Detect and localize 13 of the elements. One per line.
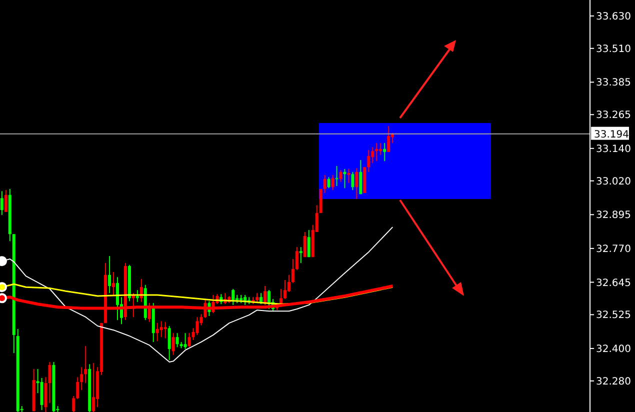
y-tick-label: 32.525 — [596, 310, 631, 322]
ref-line-label: 33.194 — [594, 129, 629, 140]
y-tick-label: 33.020 — [596, 176, 631, 188]
y-tick-label: 32.895 — [596, 210, 631, 222]
y-tick-label: 32.400 — [596, 344, 631, 356]
y-tick-label: 33.630 — [596, 12, 631, 22]
y-tick-label: 32.770 — [596, 244, 631, 255]
y-tick-label: 33.385 — [596, 78, 631, 89]
y-tick-label: 33.265 — [596, 110, 631, 122]
y-tick-label: 32.645 — [596, 278, 631, 289]
y-tick-label: 32.280 — [596, 376, 631, 388]
y-tick-label: 33.510 — [596, 44, 631, 55]
y-tick-label: 33.140 — [596, 144, 631, 155]
